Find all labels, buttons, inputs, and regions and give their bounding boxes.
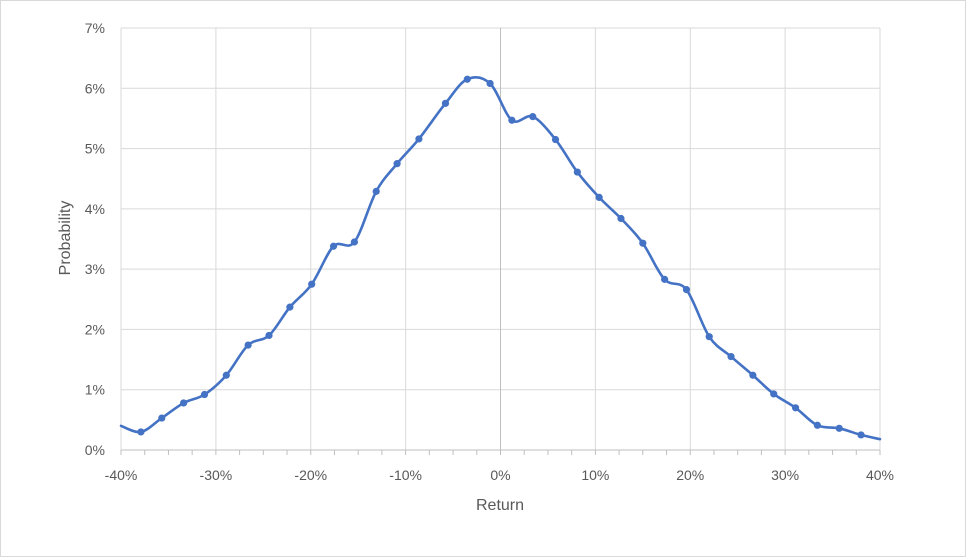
series-group	[119, 75, 882, 441]
data-point	[265, 331, 273, 340]
x-tick-label: 10%	[581, 467, 609, 483]
x-tick-label: -20%	[294, 467, 327, 483]
data-point	[857, 431, 865, 439]
data-point	[200, 390, 209, 399]
y-tick-label: 5%	[85, 141, 105, 157]
y-tick-label: 7%	[85, 20, 105, 36]
data-point	[222, 371, 230, 379]
data-point	[415, 135, 423, 143]
data-point	[617, 214, 625, 223]
data-point	[749, 371, 757, 379]
y-tick-label: 1%	[85, 382, 105, 398]
x-tick-label: -10%	[389, 467, 422, 483]
data-point	[158, 414, 166, 422]
data-point	[308, 280, 316, 288]
x-tick-label: -40%	[105, 467, 138, 483]
tick-labels: 0% 1% 2% 3% 4% 5% 6% 7% -40% -30% -20% -10% 0% 10% 20%…	[85, 20, 894, 483]
data-point	[329, 242, 338, 250]
data-point	[595, 193, 603, 202]
x-tick-label: 40%	[866, 467, 894, 483]
data-point	[286, 303, 294, 311]
x-axis-title: Return	[476, 497, 524, 514]
x-tick-label: 20%	[676, 467, 704, 483]
data-point	[639, 239, 647, 247]
data-point	[350, 238, 358, 246]
x-tick-label: 0%	[490, 467, 510, 483]
data-point	[682, 286, 691, 294]
data-point	[463, 75, 471, 83]
data-point	[137, 428, 145, 436]
x-tick-label: 30%	[771, 467, 799, 483]
data-point	[573, 168, 581, 176]
x-tick-label: -30%	[200, 467, 233, 483]
data-point	[770, 390, 778, 398]
data-point	[661, 275, 669, 283]
data-point	[791, 404, 800, 412]
data-point	[486, 79, 494, 88]
gridlines	[120, 27, 881, 450]
data-point	[705, 333, 713, 341]
y-axis-title: Probability	[57, 201, 74, 276]
y-tick-label: 3%	[85, 261, 105, 277]
data-point	[441, 99, 450, 107]
y-tick-label: 2%	[85, 321, 105, 337]
data-point	[551, 135, 560, 144]
y-tick-label: 4%	[85, 201, 105, 217]
data-point	[835, 424, 843, 432]
data-point	[813, 421, 821, 429]
data-point	[180, 399, 188, 407]
axes	[120, 28, 881, 455]
y-tick-label: 6%	[85, 80, 105, 96]
data-point	[244, 341, 252, 349]
data-point	[529, 113, 537, 121]
data-point	[393, 160, 401, 168]
y-tick-label: 0%	[85, 442, 105, 458]
data-point	[727, 352, 735, 361]
data-point	[508, 116, 516, 124]
data-point	[372, 187, 380, 195]
